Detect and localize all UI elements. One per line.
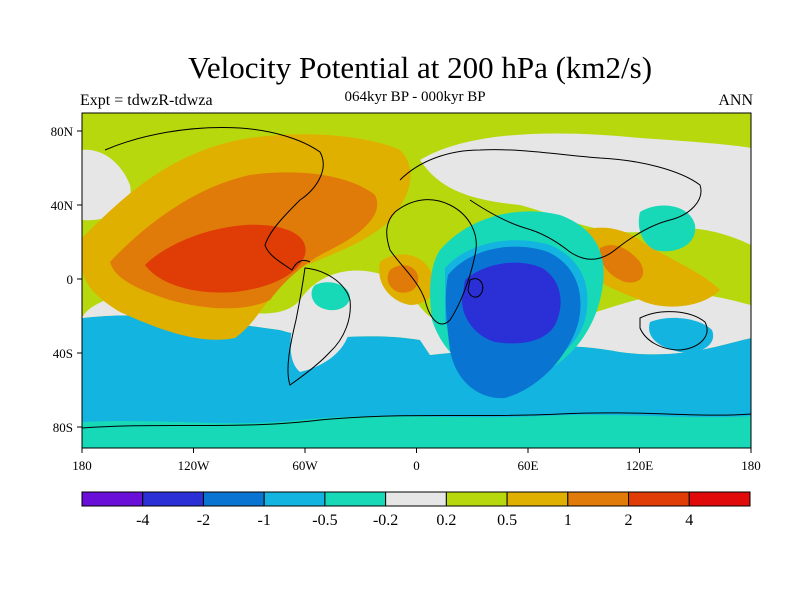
field-grey-nw — [82, 149, 131, 221]
field-antarctic-strip — [82, 414, 751, 448]
field-cyan-japan — [638, 205, 696, 252]
colorbar-swatch — [263, 491, 326, 507]
latitude-axis: 80N 40N 0 40S 80S — [51, 124, 82, 435]
colorbar-label: 4 — [685, 512, 693, 529]
lon-tick-label: 60W — [292, 458, 318, 473]
colorbar-swatch — [202, 491, 265, 507]
colorbar-label: -0.2 — [373, 512, 398, 529]
colorbar-label: 0.5 — [497, 512, 517, 529]
colorbar-swatch — [324, 491, 387, 507]
field-grey-samerica — [290, 291, 351, 372]
coastlines — [82, 127, 751, 429]
lat-tick-label: 80N — [51, 124, 74, 139]
season-label: ANN — [718, 92, 753, 109]
colorbar-label: 2 — [625, 512, 633, 529]
colorbar-swatch — [385, 491, 447, 507]
colorbar-label: -2 — [197, 512, 210, 529]
lat-tick-label: 40S — [53, 346, 73, 361]
colorbar-swatch — [142, 491, 204, 507]
field-darkblue-core — [462, 262, 561, 344]
lat-tick-label: 80S — [53, 420, 73, 435]
map-panel — [81, 112, 752, 449]
colorbar-label: -1 — [258, 512, 271, 529]
map-title: Velocity Potential at 200 hPa (km2/s) — [187, 50, 653, 85]
colorbar-swatch — [81, 491, 144, 507]
lon-tick-label: 180 — [741, 458, 761, 473]
lon-tick-label: 60E — [518, 458, 539, 473]
colorbar-label: 0.2 — [436, 512, 456, 529]
field-darkorange-africa — [387, 265, 419, 293]
lat-tick-label: 40N — [51, 198, 74, 213]
colorbar-swatch — [628, 491, 690, 507]
field-southern-band — [82, 315, 751, 448]
colorbar-label: 1 — [564, 512, 572, 529]
lat-tick-label: 0 — [67, 272, 74, 287]
field-darkorange-asia — [599, 245, 644, 283]
map-subtitle: 064kyr BP - 000kyr BP — [344, 89, 486, 105]
field-red-core — [145, 224, 306, 293]
field-cyan-pacific-sw — [649, 317, 714, 353]
experiment-label: Expt = tdwzR-tdwza — [80, 92, 213, 109]
lon-tick-label: 180 — [72, 458, 92, 473]
field-cyan-brazil — [311, 282, 350, 311]
colorbar-swatch — [688, 491, 751, 507]
colorbar-swatch — [445, 491, 508, 507]
lon-tick-label: 120W — [178, 458, 211, 473]
longitude-axis: 180 120W 60W 0 60E 120E 180 — [72, 448, 761, 473]
colorbar-swatch — [506, 491, 569, 507]
lon-tick-label: 0 — [413, 458, 420, 473]
lon-tick-label: 120E — [626, 458, 654, 473]
colorbar-label: -4 — [136, 512, 149, 529]
colorbar: -4 -2 -1 -0.5 -0.2 0.2 0.5 1 2 4 — [81, 491, 751, 529]
colorbar-swatch — [567, 491, 630, 507]
colorbar-label: -0.5 — [312, 512, 337, 529]
